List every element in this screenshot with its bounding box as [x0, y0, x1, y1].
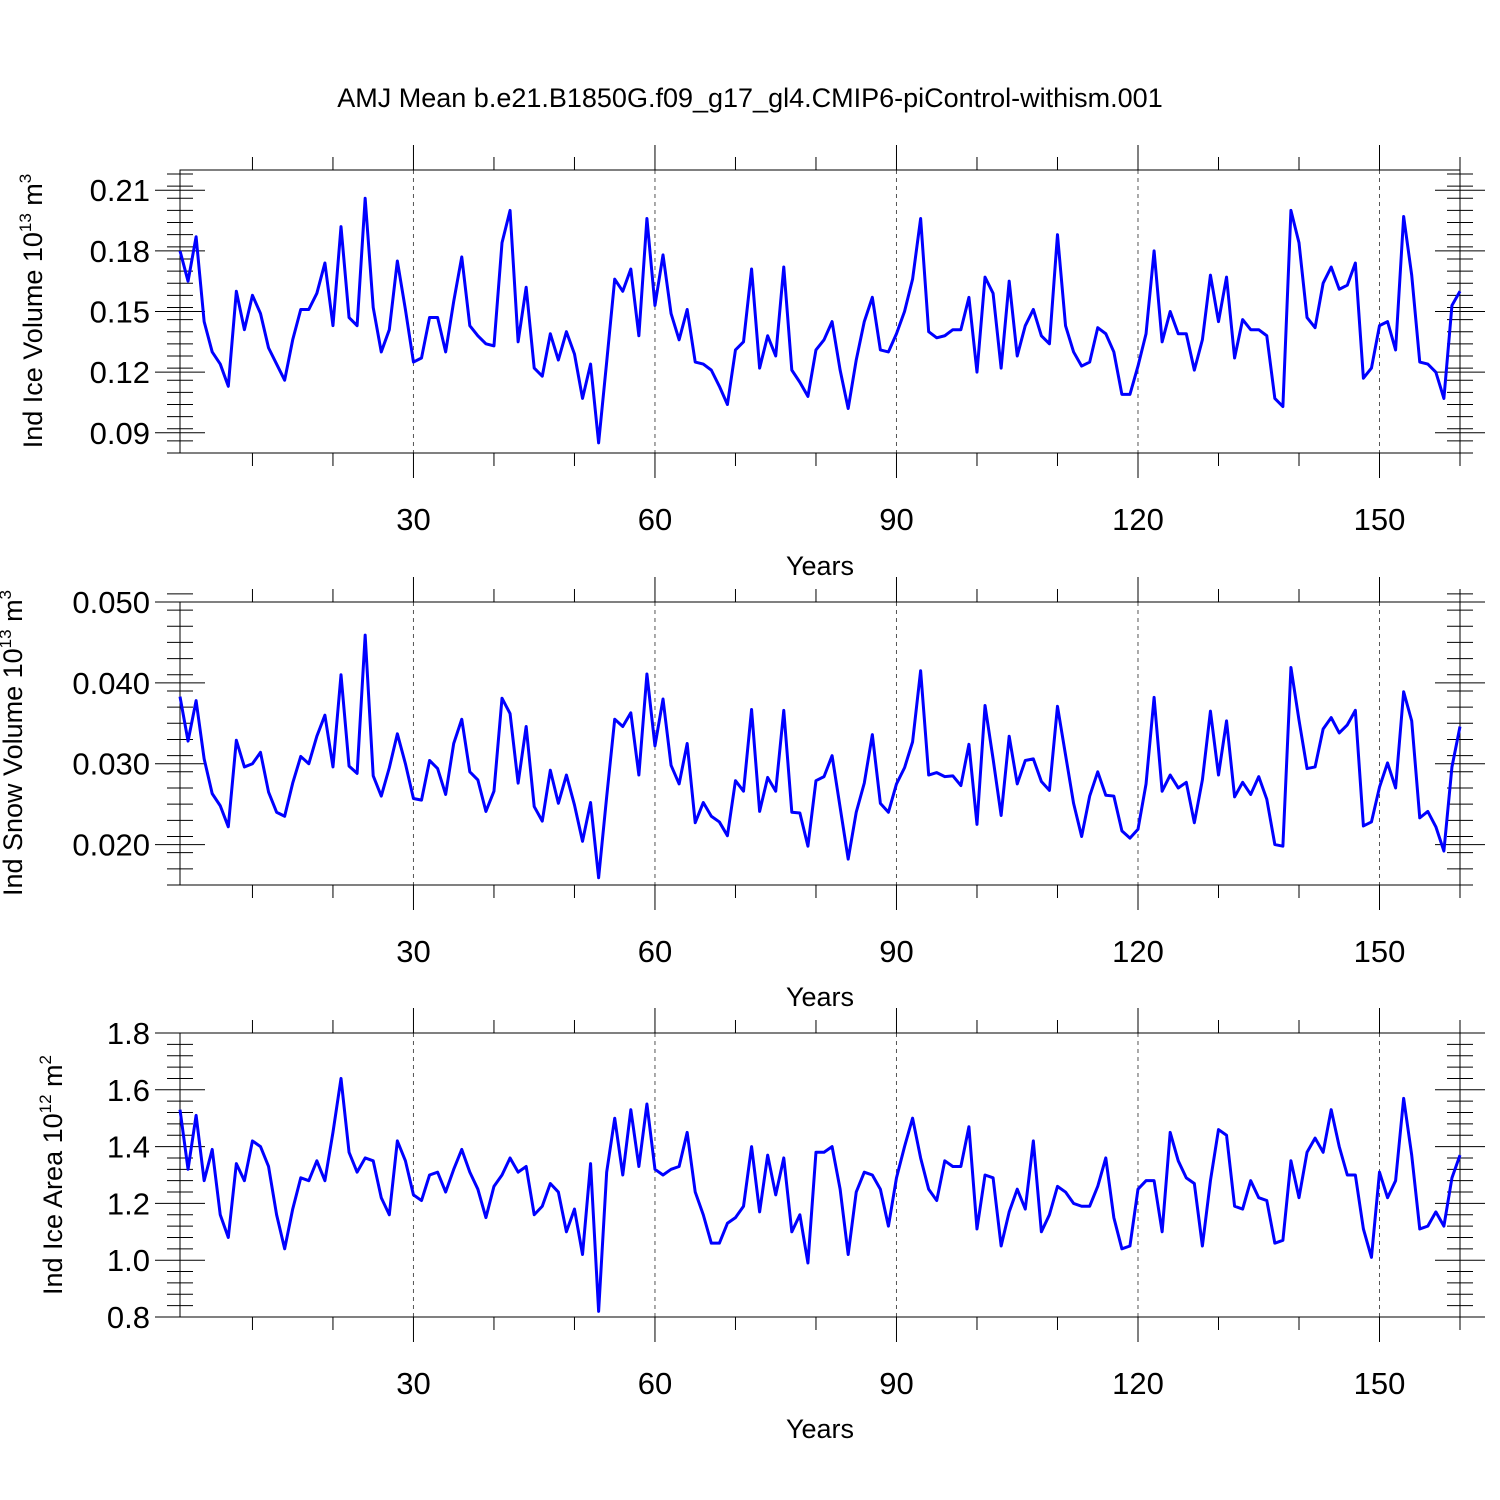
x-tick-label: 150 [1354, 1366, 1406, 1401]
y-tick-label: 1.8 [107, 1016, 150, 1051]
x-tick-label: 90 [879, 502, 913, 537]
ice-volume-series-line [178, 196, 1462, 445]
y-axis-label: Ind Snow Volume 1013 m3 [0, 590, 28, 896]
x-tick-label: 150 [1354, 502, 1406, 537]
x-axis-label: Years [786, 982, 854, 1012]
x-axis-label: Years [786, 1414, 854, 1444]
y-tick-label: 0.12 [90, 355, 150, 390]
panel-ice-volume: 0.09 0.12 0.15 0.18 0.21 30 60 90 120 150 Years I… [16, 145, 1485, 581]
x-tick-label: 60 [638, 502, 672, 537]
y-tick-label: 0.020 [72, 828, 150, 863]
y-tick-label: 1.2 [107, 1186, 150, 1221]
panel-ice-area: 0.8 1.0 1.2 1.4 1.6 1.8 30 60 90 120 150 Years Ind… [36, 1008, 1485, 1444]
x-tick-label: 120 [1112, 502, 1164, 537]
x-tick-label: 60 [638, 1366, 672, 1401]
x-tick-label: 120 [1112, 1366, 1164, 1401]
y-tick-label: 0.030 [72, 747, 150, 782]
panel-snow-volume: 0.020 0.030 0.040 0.050 30 60 90 120 150 Years I… [0, 577, 1485, 1012]
plot-frame [179, 169, 1461, 454]
y-tick-label: 0.040 [72, 666, 150, 701]
y-tick-label: 0.21 [90, 173, 150, 208]
x-tick-label: 90 [879, 934, 913, 969]
y-tick-label: 0.15 [90, 295, 150, 330]
y-axis-label: Ind Ice Area 1012 m2 [36, 1055, 68, 1295]
plot-frame [179, 601, 1461, 886]
x-tick-label: 90 [879, 1366, 913, 1401]
y-tick-label: 0.09 [90, 416, 150, 451]
y-axis-label: Ind Ice Volume 1013 m3 [16, 174, 48, 449]
x-tick-label: 30 [396, 934, 430, 969]
chart-title: AMJ Mean b.e21.B1850G.f09_g17_gl4.CMIP6-… [337, 83, 1162, 113]
y-tick-label: 0.8 [107, 1300, 150, 1335]
x-axis-label: Years [786, 551, 854, 581]
plot-frame [179, 1032, 1461, 1318]
ice-area-series-line [178, 1076, 1462, 1313]
x-tick-label: 30 [396, 502, 430, 537]
x-tick-label: 120 [1112, 934, 1164, 969]
x-tick-label: 150 [1354, 934, 1406, 969]
y-tick-label: 0.050 [72, 585, 150, 620]
y-tick-label: 1.4 [107, 1130, 150, 1165]
y-tick-label: 0.18 [90, 234, 150, 269]
x-tick-label: 60 [638, 934, 672, 969]
snow-volume-series-line [178, 633, 1462, 880]
y-tick-label: 1.6 [107, 1073, 150, 1108]
y-tick-label: 1.0 [107, 1243, 150, 1278]
x-tick-label: 30 [396, 1366, 430, 1401]
